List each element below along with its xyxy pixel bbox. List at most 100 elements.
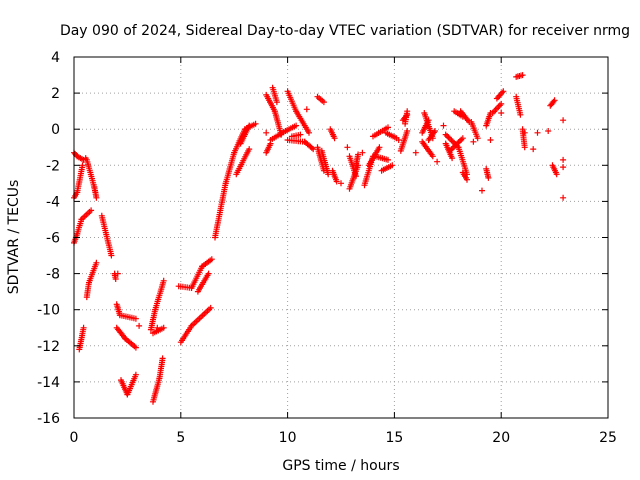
y-tick-label: -2	[46, 158, 60, 174]
data-point	[306, 129, 312, 136]
data-point	[560, 156, 567, 163]
data-point	[519, 72, 526, 79]
data-point	[293, 122, 300, 129]
data-point	[459, 135, 466, 142]
data-point	[338, 180, 344, 187]
data-point	[456, 138, 463, 144]
data-point	[355, 151, 362, 158]
y-tick-label: -8	[46, 267, 60, 283]
data-point	[395, 137, 402, 143]
y-axis-label: SDTVAR / TECUs	[6, 180, 22, 295]
data-point	[132, 371, 139, 378]
y-tick-label: 4	[51, 50, 60, 66]
data-point	[385, 124, 391, 131]
data-point	[499, 89, 506, 96]
data-point	[470, 138, 477, 145]
y-tick-label: -6	[46, 231, 60, 247]
data-point	[560, 164, 567, 171]
data-point	[108, 252, 115, 259]
data-point	[385, 156, 391, 163]
data-point	[132, 344, 139, 351]
data-point	[114, 270, 121, 277]
data-point	[208, 256, 215, 263]
data-point	[517, 111, 524, 118]
data-point	[136, 322, 143, 329]
data-point	[560, 194, 567, 201]
y-tick-label: -12	[37, 339, 60, 355]
data-point	[252, 120, 259, 127]
y-tick-label: -16	[37, 411, 60, 427]
data-point	[464, 176, 470, 183]
data-point	[521, 144, 528, 151]
data-point	[93, 194, 100, 201]
data-point	[132, 315, 139, 322]
data-point	[498, 100, 505, 107]
data-point	[303, 106, 310, 113]
x-tick-label: 25	[599, 430, 617, 446]
data-point	[485, 174, 492, 181]
data-point	[534, 129, 541, 136]
y-tick-label: -10	[37, 303, 60, 319]
data-point	[80, 324, 87, 331]
data-point	[331, 135, 338, 142]
data-point	[487, 137, 494, 143]
data-point	[325, 171, 332, 178]
data-point	[273, 99, 280, 106]
data-point	[267, 140, 274, 147]
data-point	[246, 122, 253, 129]
data-point	[404, 111, 411, 118]
data-point	[474, 135, 481, 142]
data-point	[359, 149, 366, 156]
data-point	[88, 207, 95, 214]
data-point	[160, 277, 167, 284]
y-tick-label: -14	[37, 375, 60, 391]
data-point	[521, 129, 528, 136]
data-point	[376, 144, 383, 151]
data-point	[112, 276, 119, 282]
data-point	[412, 149, 419, 156]
y-tick-label: 0	[51, 122, 60, 138]
data-point	[93, 259, 100, 266]
data-point	[389, 162, 396, 169]
data-point	[297, 131, 304, 138]
x-tick-label: 20	[492, 430, 510, 446]
chart-title: Day 090 of 2024, Sidereal Day-to-day VTE…	[60, 23, 630, 39]
data-point	[429, 153, 436, 160]
data-point	[159, 355, 166, 362]
data-point	[551, 97, 558, 104]
x-tick-label: 0	[70, 430, 79, 446]
data-point	[553, 171, 560, 178]
data-point	[445, 134, 452, 141]
y-tick-label: 2	[51, 86, 60, 102]
data-point	[353, 173, 359, 180]
data-point	[530, 146, 537, 153]
data-point	[500, 88, 507, 95]
x-tick-label: 15	[385, 430, 403, 446]
x-axis-label: GPS time / hours	[282, 458, 399, 474]
data-point	[160, 324, 167, 331]
data-point	[154, 324, 161, 331]
data-point	[82, 155, 89, 162]
data-point	[79, 162, 86, 169]
data-point	[404, 128, 411, 134]
data-point	[444, 133, 451, 139]
data-point	[545, 128, 552, 134]
data-point	[333, 178, 340, 185]
data-point	[449, 155, 456, 162]
data-point	[434, 158, 441, 165]
data-point	[207, 304, 214, 311]
data-point	[403, 113, 410, 120]
x-tick-label: 10	[279, 430, 297, 446]
data-point	[205, 270, 212, 277]
data-point	[320, 99, 327, 106]
data-points	[71, 72, 567, 405]
data-point	[550, 98, 557, 105]
data-point	[442, 131, 449, 138]
data-point	[344, 144, 351, 151]
data-point	[440, 122, 447, 129]
data-point	[432, 128, 438, 134]
data-point	[498, 110, 505, 116]
y-tick-label: -4	[46, 194, 60, 210]
